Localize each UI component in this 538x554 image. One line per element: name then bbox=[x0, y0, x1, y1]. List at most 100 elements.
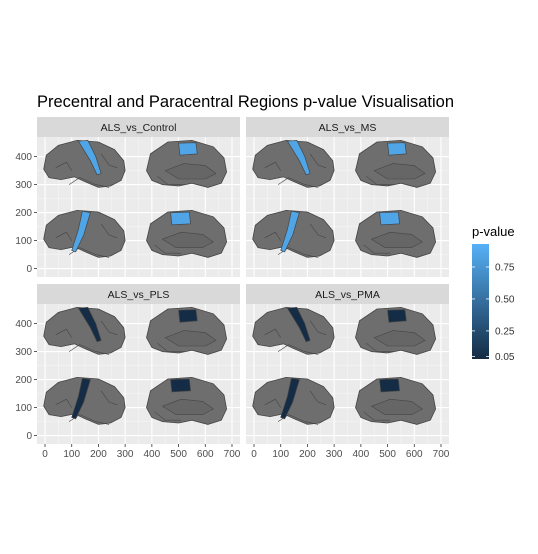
brain-sulcus bbox=[264, 328, 281, 338]
brain-sulcus bbox=[154, 244, 182, 254]
legend-tick-label: 0.75 bbox=[495, 263, 515, 274]
brain-sulcus bbox=[309, 223, 327, 239]
x-tick-label: 400 bbox=[144, 449, 161, 460]
brain-sulcus bbox=[55, 328, 72, 338]
brain-sulcus bbox=[55, 231, 72, 241]
y-tick-label: 200 bbox=[15, 375, 32, 386]
facet-strip-label: ALS_vs_PMA bbox=[315, 289, 380, 301]
x-tick-label: 200 bbox=[90, 449, 107, 460]
brain-corpus-callosum bbox=[373, 163, 426, 180]
legend-tick-label: 0.50 bbox=[495, 294, 515, 305]
brain-corpus-callosum bbox=[164, 163, 217, 180]
y-tick-label: 300 bbox=[15, 180, 32, 191]
region-paracentral-medial bbox=[379, 378, 400, 393]
brain-sulcus bbox=[154, 411, 182, 421]
x-tick-label: 200 bbox=[299, 449, 316, 460]
brain-lateral-lower bbox=[252, 209, 335, 258]
region-precentral-lateral bbox=[77, 307, 102, 343]
brain-sulcus bbox=[157, 175, 184, 185]
brain-sulcus bbox=[100, 390, 118, 406]
y-tick-label: 400 bbox=[15, 319, 32, 330]
facet-strip-label: ALS_vs_MS bbox=[319, 122, 377, 134]
x-tick-label: 300 bbox=[326, 449, 343, 460]
brain-sulcus bbox=[68, 344, 110, 355]
facet-strip bbox=[37, 117, 240, 137]
brain-lateral-lower bbox=[252, 376, 335, 425]
y-tick-label: 100 bbox=[15, 236, 32, 247]
x-tick-label: 700 bbox=[433, 449, 450, 460]
x-tick-label: 500 bbox=[379, 449, 396, 460]
facet-panel: ALS_vs_PMA 0 100 200 300 400 500 600 700 bbox=[246, 284, 450, 460]
legend-colorbar bbox=[472, 244, 489, 359]
brain-sulcus bbox=[277, 177, 319, 188]
brain-corpus-callosum bbox=[373, 330, 426, 347]
brain-sulcus bbox=[264, 161, 281, 171]
x-tick-label: 0 bbox=[42, 449, 48, 460]
region-precentral-lateral bbox=[77, 140, 102, 176]
x-tick-label: 500 bbox=[170, 449, 187, 460]
brain-corpus-callosum bbox=[370, 231, 423, 248]
legend-title: p-value bbox=[472, 224, 515, 239]
facet-panel: ALS_vs_PLS 0 100 200 300 400 0 100 200 300 400 500 6… bbox=[15, 284, 241, 460]
region-paracentral-medial bbox=[387, 309, 407, 323]
region-precentral-lateral bbox=[280, 377, 300, 420]
brain-sulcus bbox=[363, 411, 391, 421]
legend: p-value 0.05 0.25 0.50 0.75 bbox=[472, 224, 515, 363]
facet-strip bbox=[37, 284, 240, 304]
facet-strip-label: ALS_vs_Control bbox=[101, 122, 177, 134]
legend-tick-label: 0.25 bbox=[495, 326, 515, 337]
x-tick-label: 700 bbox=[224, 449, 241, 460]
x-tick-label: 600 bbox=[406, 449, 423, 460]
region-precentral-lateral bbox=[286, 307, 311, 343]
brain-lateral-upper bbox=[252, 306, 335, 355]
x-tick-label: 600 bbox=[197, 449, 214, 460]
brain-sulcus bbox=[100, 320, 118, 336]
brain-sulcus bbox=[55, 398, 72, 408]
brain-sulcus bbox=[309, 153, 327, 169]
brain-corpus-callosum bbox=[370, 398, 423, 415]
y-tick-label: 100 bbox=[15, 403, 32, 414]
brain-sulcus bbox=[366, 175, 393, 185]
region-paracentral-medial bbox=[170, 378, 191, 393]
brain-corpus-callosum bbox=[161, 231, 214, 248]
brain-sulcus bbox=[366, 342, 393, 352]
region-precentral-lateral bbox=[71, 377, 91, 420]
y-tick-label: 0 bbox=[26, 264, 32, 275]
region-paracentral-medial bbox=[387, 142, 407, 156]
facet-strip-label: ALS_vs_PLS bbox=[108, 289, 170, 301]
x-tick-label: 100 bbox=[63, 449, 80, 460]
region-paracentral-medial bbox=[379, 211, 400, 226]
region-paracentral-medial bbox=[178, 142, 198, 156]
brain-sulcus bbox=[309, 390, 327, 406]
region-paracentral-medial bbox=[170, 211, 191, 226]
y-tick-label: 0 bbox=[26, 431, 32, 442]
y-tick-label: 200 bbox=[15, 208, 32, 219]
brain-lateral-upper bbox=[252, 139, 335, 188]
brain-sulcus bbox=[68, 177, 110, 188]
facet-strip bbox=[246, 117, 449, 137]
region-paracentral-medial bbox=[178, 309, 198, 323]
facet-panel: ALS_vs_MS bbox=[246, 117, 449, 277]
x-tick-label: 400 bbox=[353, 449, 370, 460]
brain-sulcus bbox=[277, 344, 319, 355]
brain-sulcus bbox=[309, 320, 327, 336]
region-precentral-lateral bbox=[286, 140, 311, 176]
region-precentral-lateral bbox=[280, 210, 300, 253]
brain-lateral-lower bbox=[43, 376, 126, 425]
chart-title: Precentral and Paracentral Regions p-val… bbox=[37, 93, 454, 111]
region-precentral-lateral bbox=[71, 210, 91, 253]
brain-sulcus bbox=[264, 398, 281, 408]
brain-sulcus bbox=[55, 161, 72, 171]
brain-sulcus bbox=[100, 153, 118, 169]
brain-sulcus bbox=[100, 223, 118, 239]
y-tick-label: 300 bbox=[15, 347, 32, 358]
brain-corpus-callosum bbox=[161, 398, 214, 415]
y-tick-label: 400 bbox=[15, 152, 32, 163]
brain-sulcus bbox=[157, 342, 184, 352]
brain-lateral-upper bbox=[43, 139, 126, 188]
facet-panels: ALS_vs_Control 0 100 200 300 400 ALS_vs_MS ALS_… bbox=[15, 117, 450, 460]
brain-corpus-callosum bbox=[164, 330, 217, 347]
facet-panel: ALS_vs_Control 0 100 200 300 400 bbox=[15, 117, 240, 277]
x-tick-label: 300 bbox=[117, 449, 134, 460]
